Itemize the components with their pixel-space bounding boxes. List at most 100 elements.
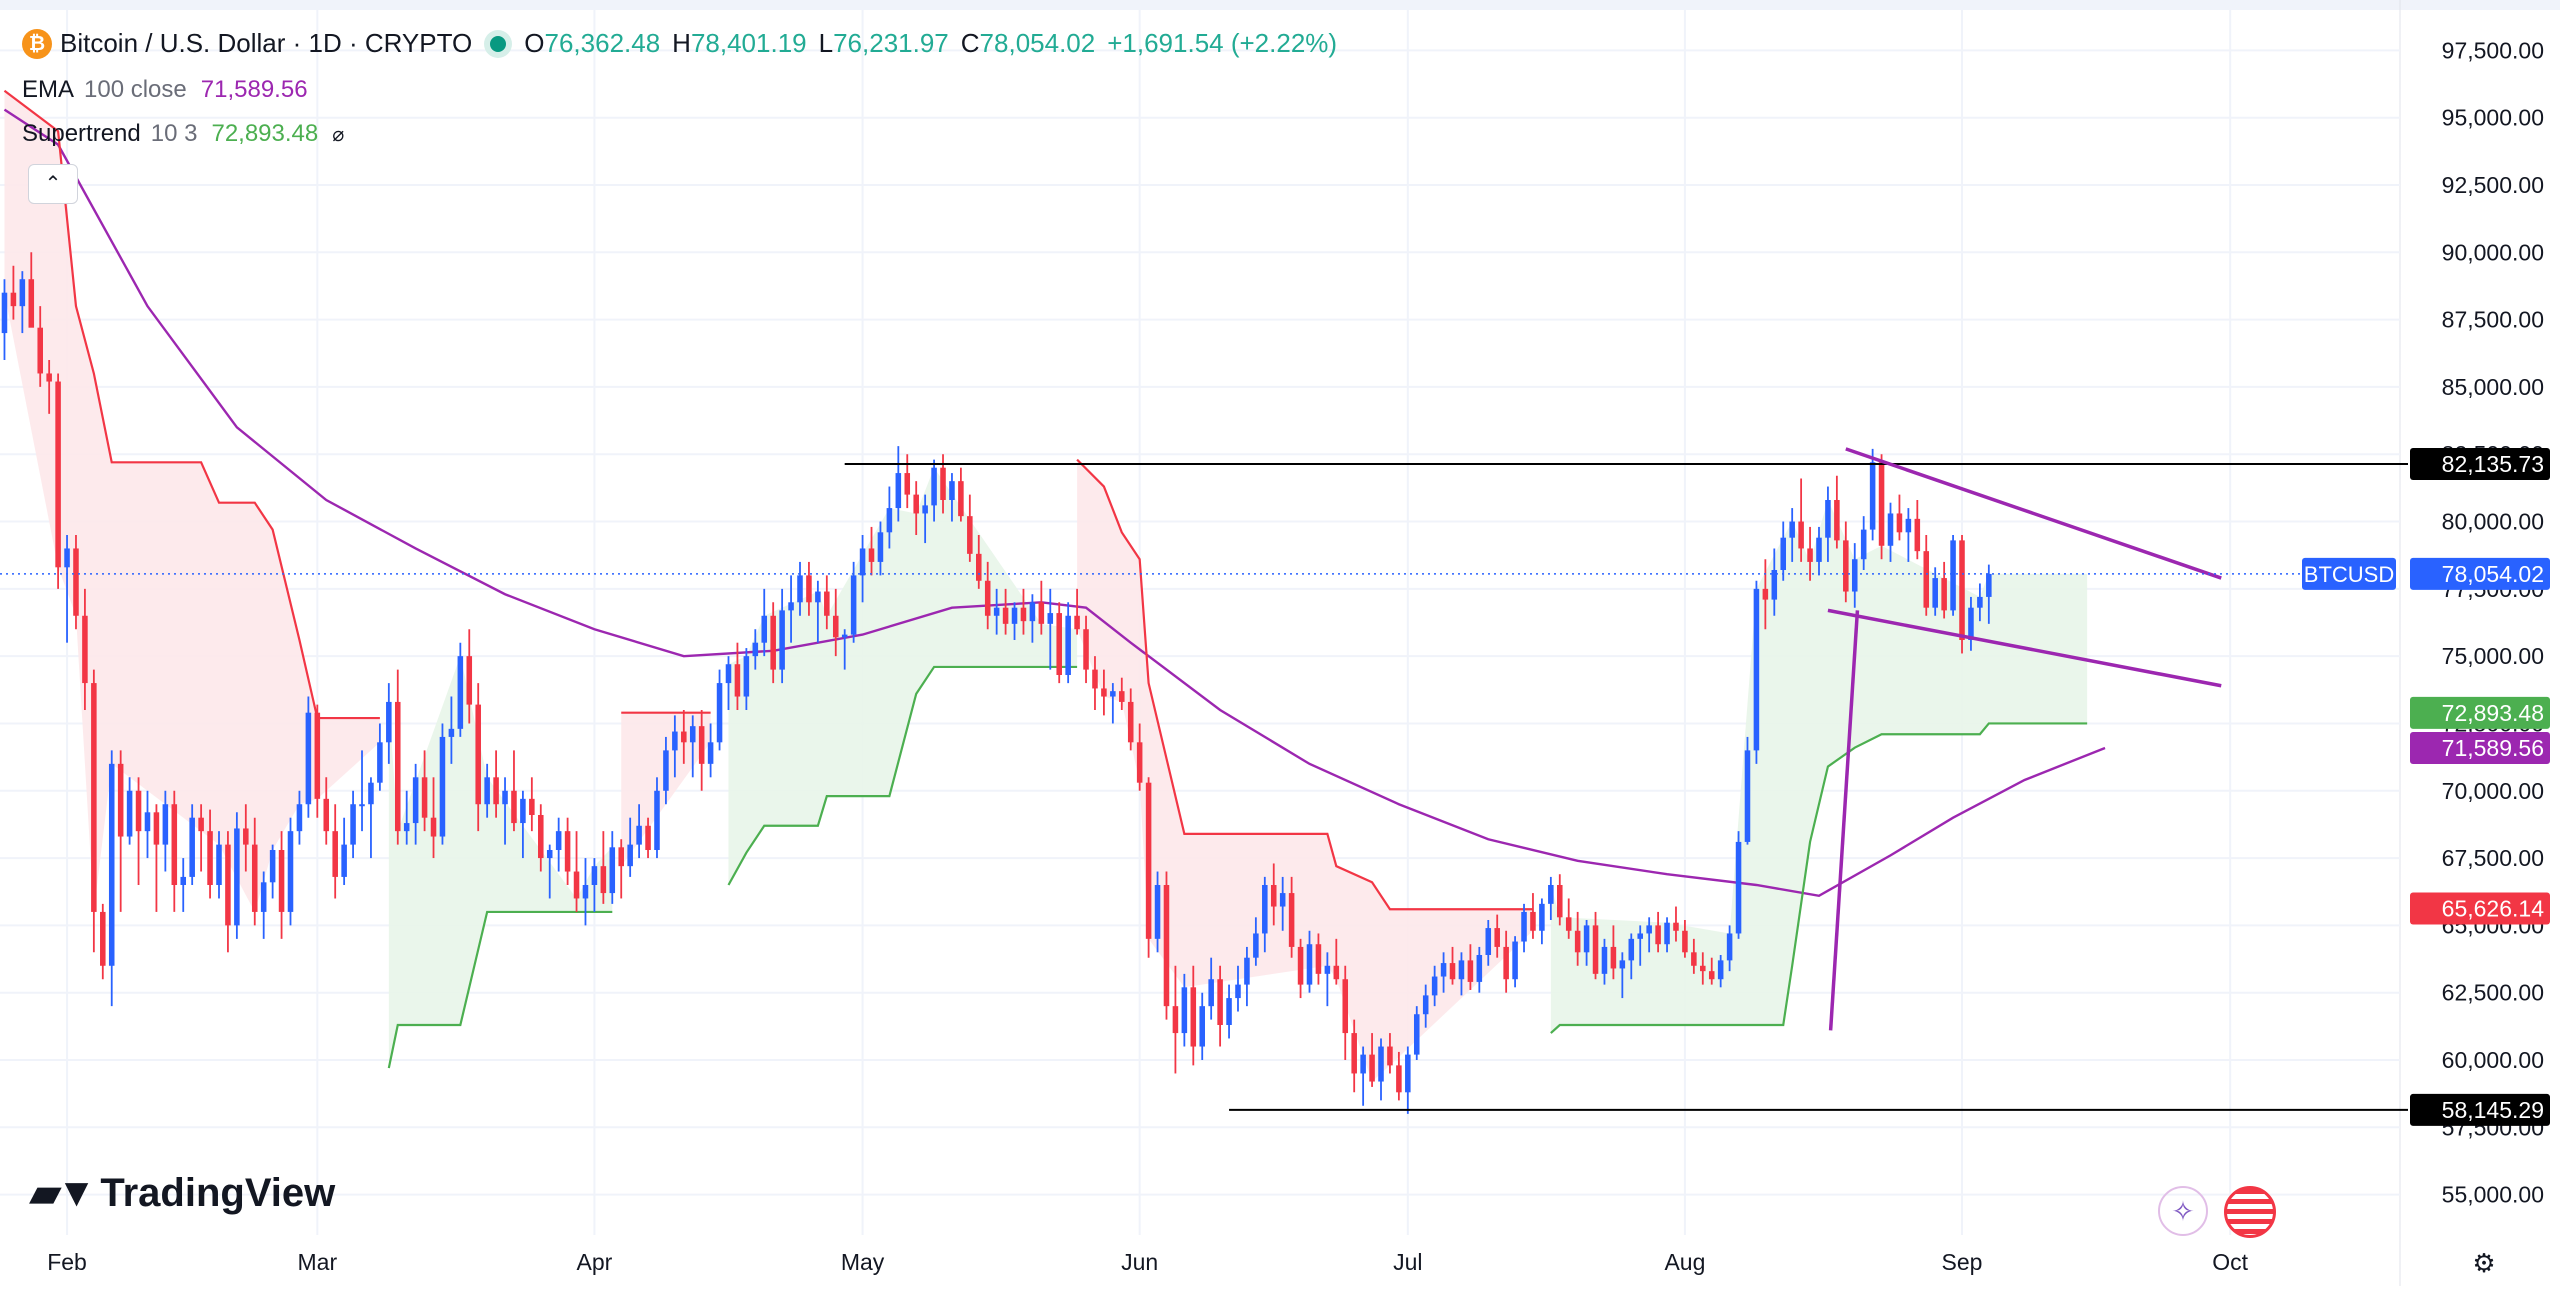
candle-body xyxy=(73,548,79,616)
candle-body xyxy=(1342,979,1349,1034)
candle-body xyxy=(260,882,267,912)
candle-body xyxy=(1834,500,1840,541)
candle xyxy=(1601,938,1608,985)
candle xyxy=(591,858,598,912)
candle-body xyxy=(1297,946,1304,985)
supertrend-up-line xyxy=(1550,722,2088,1034)
candle xyxy=(1056,602,1062,684)
candle-body xyxy=(1735,841,1742,934)
candle-body xyxy=(1253,933,1259,958)
y-tick-label: 60,000.00 xyxy=(2442,1047,2544,1073)
candle xyxy=(46,360,52,414)
candle xyxy=(689,715,696,778)
candle xyxy=(1932,567,1938,616)
candle-body xyxy=(913,494,919,514)
us-flag-icon[interactable] xyxy=(2224,1186,2276,1238)
candle xyxy=(1306,930,1313,993)
chart-header: ₿ Bitcoin / U.S. Dollar · 1D · CRYPTO O … xyxy=(22,28,1337,59)
tradingview-logo[interactable]: ▰▼ TradingView xyxy=(30,1170,335,1216)
candle-body xyxy=(636,825,642,845)
candle xyxy=(663,736,669,805)
candle xyxy=(1762,559,1769,630)
candle-body xyxy=(484,777,490,805)
candle xyxy=(1753,580,1760,764)
candle-body xyxy=(1074,615,1080,630)
candle xyxy=(1262,876,1268,953)
candle-body xyxy=(1154,885,1161,939)
candle-body xyxy=(1914,518,1921,552)
candle xyxy=(1816,526,1822,576)
candle xyxy=(225,831,231,953)
candle-body xyxy=(1163,885,1170,1007)
candle xyxy=(672,715,678,778)
candle-body xyxy=(895,473,902,509)
candle xyxy=(931,459,937,522)
high-label: H xyxy=(672,28,691,58)
price-label-supertrend: 72,893.48 xyxy=(2410,696,2550,729)
candle xyxy=(1288,876,1295,958)
candle-body xyxy=(332,831,338,877)
candle xyxy=(1422,984,1429,1028)
price-tag-bg xyxy=(2410,557,2550,590)
candle-body xyxy=(993,607,1000,616)
candle xyxy=(877,521,884,576)
candle-body xyxy=(314,712,321,799)
candle xyxy=(1977,583,1983,622)
y-tick-label: 70,000.00 xyxy=(2442,778,2544,804)
candle-body xyxy=(448,728,455,737)
candle xyxy=(1646,917,1652,953)
candle xyxy=(100,903,106,980)
candle xyxy=(260,871,267,939)
symbol-title[interactable]: Bitcoin / U.S. Dollar · 1D · CRYPTO xyxy=(60,28,473,58)
candle-body xyxy=(1422,995,1429,1015)
candle-body xyxy=(1333,965,1340,980)
candle-body xyxy=(1208,979,1214,1007)
candle xyxy=(502,777,508,845)
candle-body xyxy=(1619,960,1626,969)
candle-body xyxy=(350,804,356,845)
candle-body xyxy=(564,831,571,872)
candle-body xyxy=(770,615,776,670)
sparkle-icon[interactable]: ✧ xyxy=(2158,1186,2208,1236)
pattern-trendline xyxy=(1827,608,2222,688)
candle xyxy=(1807,526,1813,581)
x-tick-label: Aug xyxy=(1664,1249,1705,1275)
candle xyxy=(1735,831,1742,939)
candle xyxy=(359,750,365,832)
candle xyxy=(1217,965,1223,1047)
price-label-last: 78,054.02 xyxy=(2410,557,2550,590)
bitcoin-icon[interactable]: ₿ xyxy=(22,28,52,59)
x-tick-label: Feb xyxy=(47,1249,87,1275)
pattern-trendline xyxy=(1828,610,1860,1031)
supertrend-legend[interactable]: Supertrend 10 3 72,893.48 ⌀ xyxy=(22,120,344,148)
price-tag-bg xyxy=(2410,448,2550,481)
candle-body xyxy=(377,742,383,783)
settings-icon[interactable]: ⚙ xyxy=(2472,1248,2495,1278)
candle-body xyxy=(386,701,392,743)
hidden-eye-icon[interactable]: ⌀ xyxy=(332,123,345,146)
candle-body xyxy=(1279,893,1286,907)
candle xyxy=(788,575,794,643)
candle xyxy=(1941,561,1947,619)
candle xyxy=(815,580,821,643)
candle-body xyxy=(922,505,928,514)
ema-legend[interactable]: EMA 100 close 71,589.56 xyxy=(22,76,308,104)
candle xyxy=(636,804,642,859)
candle xyxy=(341,817,347,885)
candle xyxy=(189,804,195,885)
candle-body xyxy=(225,844,231,926)
price-label-level: 82,135.73 xyxy=(2410,448,2550,481)
candle-body xyxy=(1413,1014,1420,1055)
candle xyxy=(1905,508,1912,562)
candle xyxy=(770,602,776,684)
candle-body xyxy=(1101,688,1107,697)
ema-100-line xyxy=(3,108,2106,898)
ema-params: 100 close xyxy=(84,76,187,103)
candle xyxy=(1950,535,1956,616)
candle xyxy=(457,642,464,737)
candle xyxy=(1038,580,1045,635)
collapse-legend-button[interactable]: ⌃ xyxy=(28,164,78,204)
candle xyxy=(1869,448,1876,541)
